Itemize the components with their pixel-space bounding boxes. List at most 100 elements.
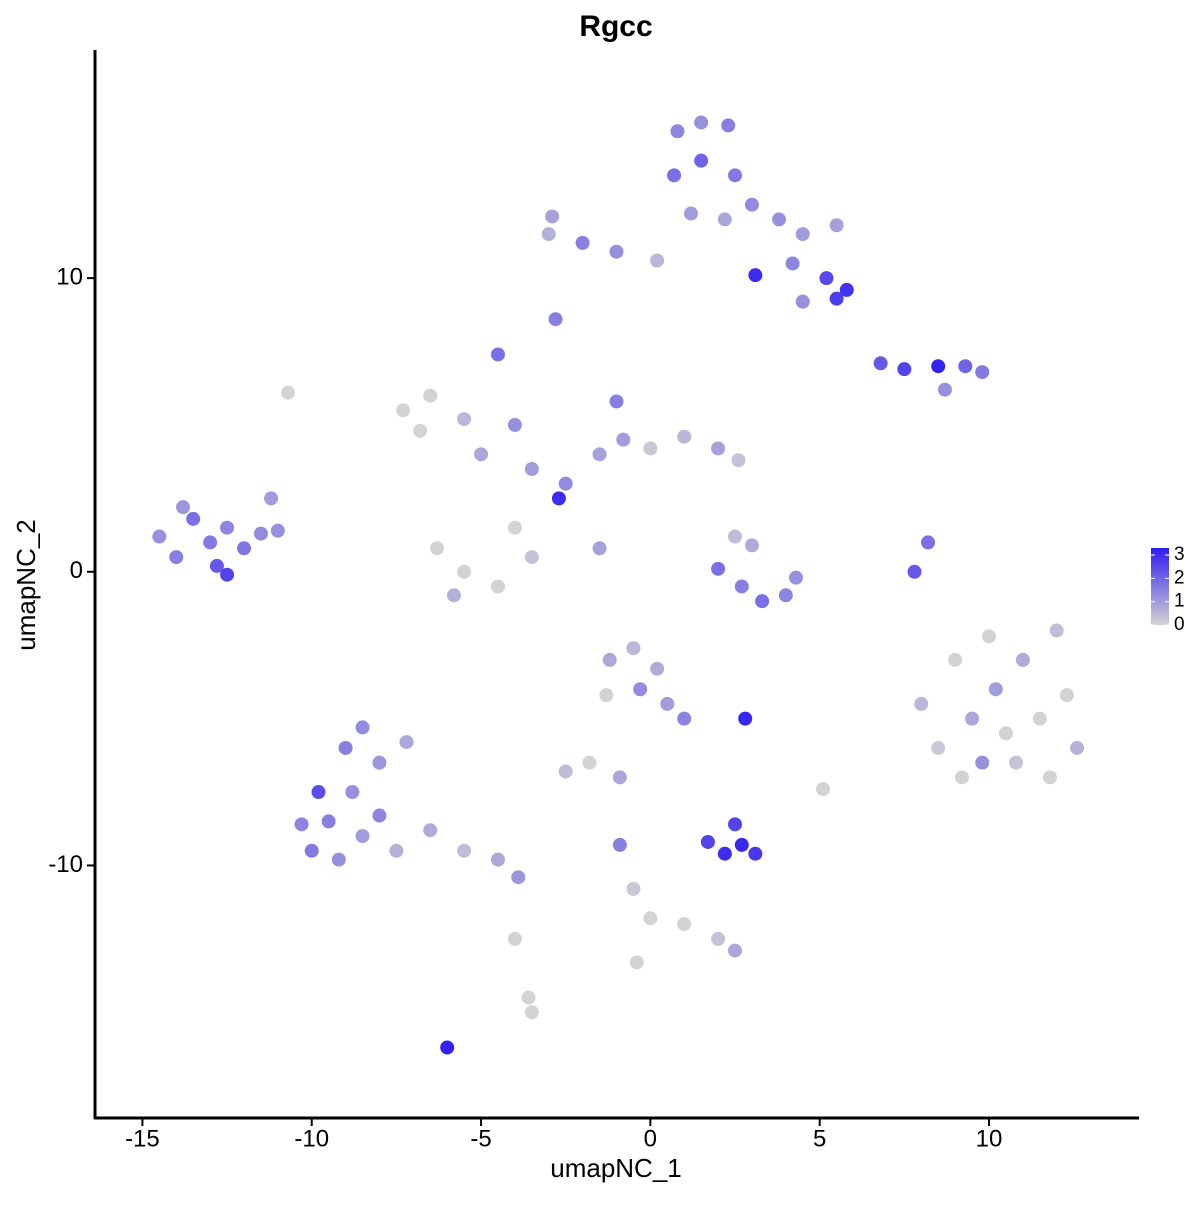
point: [677, 711, 692, 726]
x-tick-label: -15: [125, 1125, 160, 1152]
point: [592, 541, 607, 556]
point: [389, 843, 404, 858]
point: [294, 817, 309, 832]
chart-title: Rgcc: [579, 10, 652, 43]
point: [321, 814, 336, 829]
point: [965, 711, 980, 726]
point: [355, 829, 370, 844]
y-tick-label: 10: [56, 263, 83, 290]
point: [907, 564, 922, 579]
point: [1070, 740, 1085, 755]
point: [748, 846, 763, 861]
point: [744, 538, 759, 553]
point: [558, 764, 573, 779]
point: [744, 197, 759, 212]
point: [958, 359, 973, 374]
y-tick-label: -10: [48, 851, 83, 878]
point: [816, 782, 831, 797]
point: [795, 294, 810, 309]
point: [612, 770, 627, 785]
point: [152, 529, 167, 544]
point: [264, 491, 279, 506]
point: [220, 520, 235, 535]
point: [948, 652, 963, 667]
point: [819, 271, 834, 286]
point: [717, 846, 732, 861]
point: [524, 550, 539, 565]
colorbar-tick-label: 0: [1174, 614, 1185, 635]
point: [921, 535, 936, 550]
point: [612, 837, 627, 852]
point: [677, 429, 692, 444]
point: [629, 955, 644, 970]
point: [423, 823, 438, 838]
point: [355, 720, 370, 735]
point: [507, 931, 522, 946]
point: [490, 852, 505, 867]
point: [396, 403, 411, 418]
point: [711, 441, 726, 456]
point: [372, 808, 387, 823]
x-tick-label: 10: [976, 1125, 1003, 1152]
point: [186, 511, 201, 526]
point: [748, 268, 763, 283]
point: [507, 417, 522, 432]
point: [345, 785, 360, 800]
point: [839, 282, 854, 297]
point: [592, 447, 607, 462]
point: [650, 253, 665, 268]
point: [176, 500, 191, 515]
point: [711, 561, 726, 576]
point: [575, 235, 590, 250]
y-axis-title: umapNC_2: [11, 519, 41, 651]
point: [778, 588, 793, 603]
point: [897, 362, 912, 377]
point: [873, 356, 888, 371]
point: [253, 526, 268, 541]
point: [633, 682, 648, 697]
point: [829, 291, 844, 306]
point: [795, 227, 810, 242]
point: [545, 209, 560, 224]
point: [694, 115, 709, 130]
point: [1042, 770, 1057, 785]
point: [728, 817, 743, 832]
point: [755, 594, 770, 609]
point: [399, 735, 414, 750]
point: [643, 441, 658, 456]
x-tick-label: 0: [644, 1125, 657, 1152]
point: [457, 412, 472, 427]
colorbar: [1151, 548, 1169, 625]
point: [440, 1040, 455, 1055]
point: [975, 755, 990, 770]
point: [413, 423, 428, 438]
point: [785, 256, 800, 271]
point: [738, 711, 753, 726]
point: [975, 365, 990, 380]
point: [998, 726, 1013, 741]
point: [548, 312, 563, 327]
point: [457, 843, 472, 858]
point: [914, 696, 929, 711]
point: [281, 385, 296, 400]
point: [1009, 755, 1024, 770]
point: [650, 661, 665, 676]
point: [734, 579, 749, 594]
point: [694, 153, 709, 168]
point: [602, 652, 617, 667]
point: [270, 523, 285, 538]
point: [203, 535, 218, 550]
point: [660, 696, 675, 711]
colorbar-tick-label: 1: [1174, 591, 1185, 612]
point: [311, 785, 326, 800]
y-tick-label: 0: [70, 557, 83, 584]
point: [511, 870, 526, 885]
point: [1032, 711, 1047, 726]
point: [446, 588, 461, 603]
point: [599, 688, 614, 703]
point: [1015, 652, 1030, 667]
point: [626, 641, 641, 656]
point: [507, 520, 522, 535]
